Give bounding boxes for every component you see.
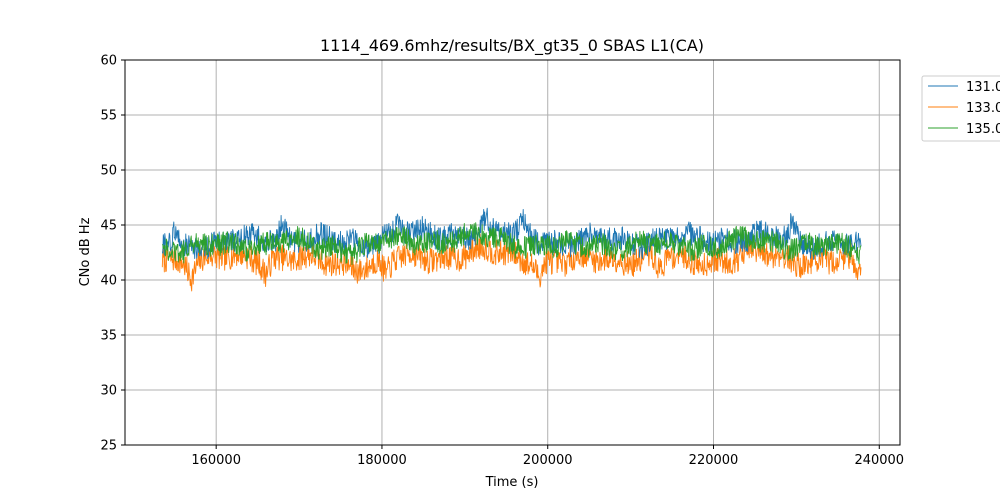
x-tick-label: 240000 (854, 453, 904, 468)
x-axis: 160000 180000 200000 220000 240000 (191, 445, 904, 468)
y-axis-label: CNo dB Hz (78, 217, 93, 286)
y-tick-label: 50 (100, 164, 117, 179)
series-line-131-0 (161, 207, 862, 260)
y-tick-label: 35 (100, 329, 117, 344)
x-tick-label: 160000 (191, 453, 241, 468)
legend-label: 135.0 (966, 122, 1000, 137)
y-tick-label: 55 (100, 109, 117, 124)
y-axis: 25 30 35 40 45 50 55 60 (100, 54, 125, 454)
y-tick-label: 45 (100, 219, 117, 234)
series-layer (161, 207, 862, 292)
x-axis-label: Time (s) (485, 475, 539, 490)
legend: 131.0 133.0 135.0 (921, 75, 1000, 142)
plot-area-frame (124, 59, 901, 446)
legend-frame (921, 75, 1000, 142)
legend-label: 131.0 (966, 80, 1000, 95)
y-tick-label: 25 (100, 439, 117, 454)
x-tick-label: 180000 (357, 453, 407, 468)
series-line-135-0 (161, 222, 862, 266)
x-tick-label: 200000 (523, 453, 573, 468)
chart-title: 1114_469.6mhz/results/BX_gt35_0 SBAS L1(… (320, 36, 704, 56)
y-tick-label: 60 (100, 54, 117, 69)
y-tick-label: 30 (100, 384, 117, 399)
y-tick-label: 40 (100, 274, 117, 289)
legend-label: 133.0 (966, 101, 1000, 116)
x-tick-label: 220000 (689, 453, 739, 468)
